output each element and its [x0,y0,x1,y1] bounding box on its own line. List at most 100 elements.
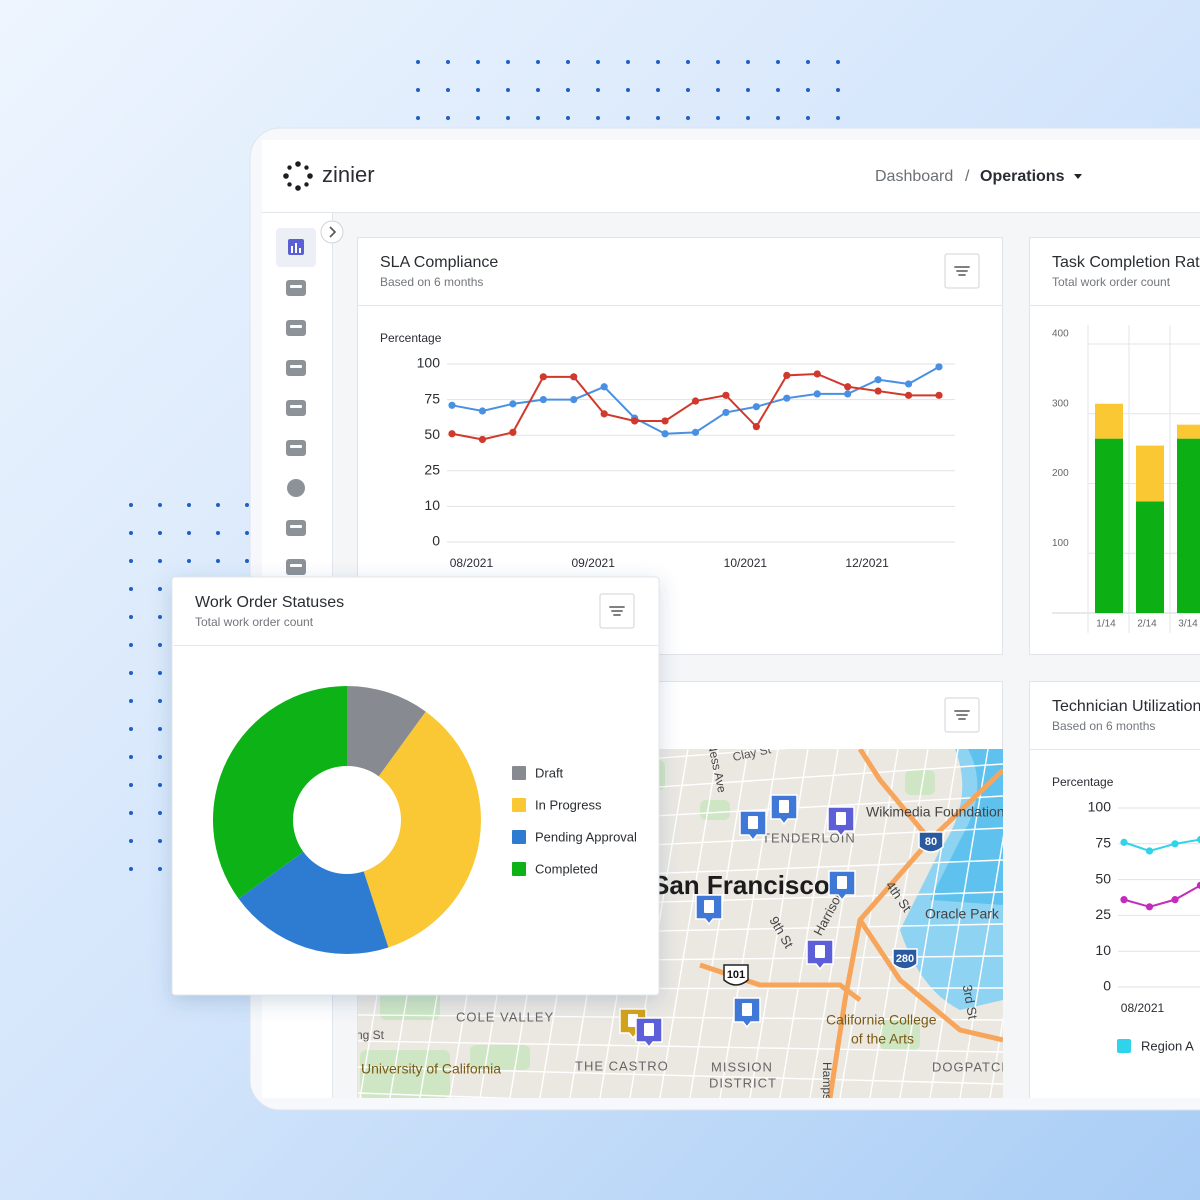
data-point[interactable] [874,376,882,384]
donut-slice[interactable] [238,851,389,954]
x-tick-label: 08/2021 [450,556,494,570]
bar-segment[interactable] [1136,501,1164,613]
donut-slice[interactable] [213,686,347,899]
data-point[interactable] [570,373,578,381]
filter-button[interactable] [944,253,980,289]
y-tick-label: 50 [424,426,440,442]
map-label: San Francisco [652,870,830,900]
map-label: TENDERLOIN [762,830,856,845]
data-point[interactable] [691,397,700,405]
map-marker[interactable] [635,1017,663,1049]
data-point[interactable] [661,417,669,425]
data-point[interactable] [1171,840,1179,848]
data-point[interactable] [1120,838,1128,846]
data-point[interactable] [752,403,760,411]
dot [806,88,810,92]
filter-button[interactable] [944,697,980,733]
data-point[interactable] [539,373,547,381]
data-point[interactable] [600,410,608,418]
data-point[interactable] [1145,903,1154,911]
data-point[interactable] [631,417,639,425]
donut-slice[interactable] [347,686,426,777]
data-point[interactable] [904,391,913,399]
sidebar-toggle[interactable] [320,220,344,244]
data-point[interactable] [448,401,456,409]
data-point[interactable] [691,428,700,436]
map-marker[interactable] [806,939,834,971]
data-point[interactable] [1196,881,1200,889]
logo-dot [287,165,292,170]
data-point[interactable] [1120,896,1128,904]
data-point[interactable] [935,363,943,371]
nav-icon[interactable] [288,239,304,255]
data-point[interactable] [509,400,517,408]
y-tick-label: 10 [424,497,440,513]
data-point[interactable] [1145,847,1154,855]
data-point[interactable] [904,380,913,388]
data-point[interactable] [813,370,821,378]
data-point[interactable] [1171,896,1179,904]
nav-icon[interactable] [286,320,306,336]
dot [776,60,780,64]
data-point[interactable] [661,430,669,438]
breadcrumb-link[interactable]: Dashboard [875,168,953,185]
breadcrumb-separator: / [965,168,970,185]
card-subtitle: Based on 6 months [1052,719,1155,733]
marker-glyph [748,816,758,829]
nav-icon[interactable] [286,280,306,296]
data-point[interactable] [783,371,791,379]
bar-segment[interactable] [1095,403,1123,439]
data-point[interactable] [570,396,578,404]
nav-icon[interactable] [286,360,306,376]
dot [746,60,750,64]
data-point[interactable] [478,435,487,444]
data-point[interactable] [813,390,821,398]
data-point[interactable] [752,423,760,431]
data-point[interactable] [1196,835,1200,844]
marker-glyph [815,945,825,958]
map-marker[interactable] [828,870,856,902]
map-label: THE CASTRO [575,1058,669,1073]
nav-icon[interactable] [286,520,306,536]
park [700,800,730,820]
map-marker[interactable] [827,806,855,838]
nav-icon[interactable] [286,400,306,416]
data-point[interactable] [874,387,882,395]
dot [596,88,600,92]
data-point[interactable] [539,396,547,404]
nav-icon[interactable] [286,559,306,575]
data-point[interactable] [448,430,456,438]
dot [245,531,249,535]
filter-button[interactable] [599,593,635,629]
bar-segment[interactable] [1177,424,1200,439]
data-point[interactable] [722,408,730,417]
nav-icon[interactable] [286,440,306,456]
map-marker[interactable] [695,894,723,926]
dot [129,615,133,619]
donut-slice[interactable] [363,711,481,948]
map-marker[interactable] [733,997,761,1029]
data-point[interactable] [509,428,517,436]
bar-segment[interactable] [1177,438,1200,613]
dot [476,116,480,120]
bar-segment[interactable] [1136,445,1164,502]
dot [716,60,720,64]
dot [416,60,420,64]
dropdown-caret[interactable] [1074,174,1082,179]
nav-icon[interactable] [287,479,305,497]
map-label: MISSION [711,1059,773,1074]
data-point[interactable] [722,391,730,399]
data-point[interactable] [783,394,791,402]
dot [446,88,450,92]
data-point[interactable] [844,383,852,391]
data-point[interactable] [935,391,943,399]
data-point[interactable] [478,407,487,415]
data-point[interactable] [600,383,608,391]
data-point[interactable] [844,390,852,398]
map-label: Irving St [340,1028,385,1042]
breadcrumb-current[interactable]: Operations [980,168,1065,185]
map-marker[interactable] [770,794,798,826]
bar-segment[interactable] [1095,438,1123,613]
map-marker[interactable] [739,810,767,842]
x-tick-label: 1/14 [1096,619,1116,630]
